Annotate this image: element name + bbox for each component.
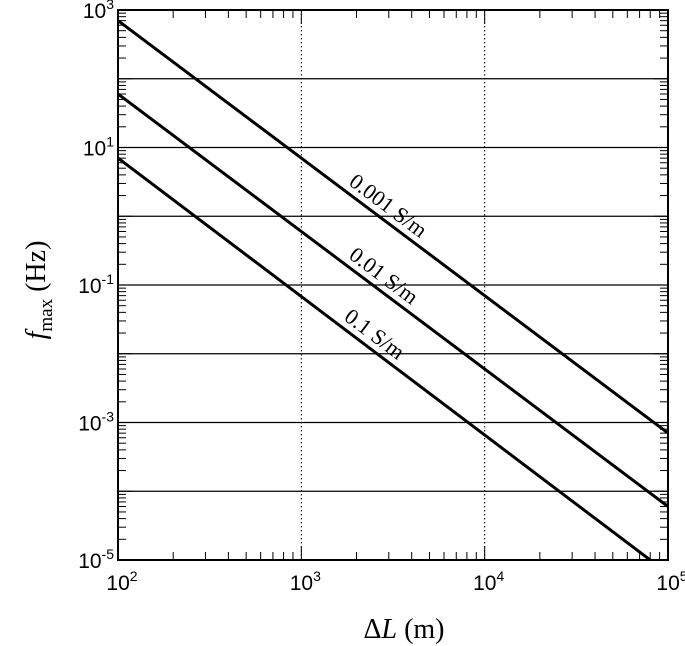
series-line-2 [117, 156, 652, 562]
x-tick-label: 102 [106, 568, 137, 595]
plot-frame [117, 9, 669, 561]
y-tick-label: 10-3 [78, 409, 114, 436]
x-axis-label-italic: L [381, 614, 398, 645]
y-tick-label: 10-5 [78, 546, 114, 573]
minor-ticks [117, 10, 668, 561]
y-tick-label: 10-1 [78, 271, 114, 298]
series-label-1: 0.01 S/m [345, 242, 424, 310]
series-line-1 [117, 92, 669, 508]
x-axis-label-unit: (m) [397, 614, 444, 645]
x-axis-label-prefix: Δ [363, 614, 381, 645]
x-axis-label: ΔL (m) [363, 614, 444, 645]
y-axis-label-unit: (Hz) [21, 241, 52, 299]
series-line-0 [117, 19, 669, 435]
series-label-0: 0.001 S/m [345, 168, 432, 242]
y-tick-label: 101 [83, 134, 114, 161]
y-tick-label: 103 [83, 0, 114, 23]
series-lines [117, 19, 669, 562]
y-axis-label-symbol: f [21, 328, 52, 339]
x-tick-label: 104 [473, 568, 504, 595]
grid [118, 10, 668, 560]
y-axis-label-subscript: max [36, 298, 57, 331]
x-tick-label: 105 [656, 568, 685, 595]
y-axis-label: fmax (Hz) [21, 241, 57, 340]
x-tick-label: 103 [290, 568, 321, 595]
